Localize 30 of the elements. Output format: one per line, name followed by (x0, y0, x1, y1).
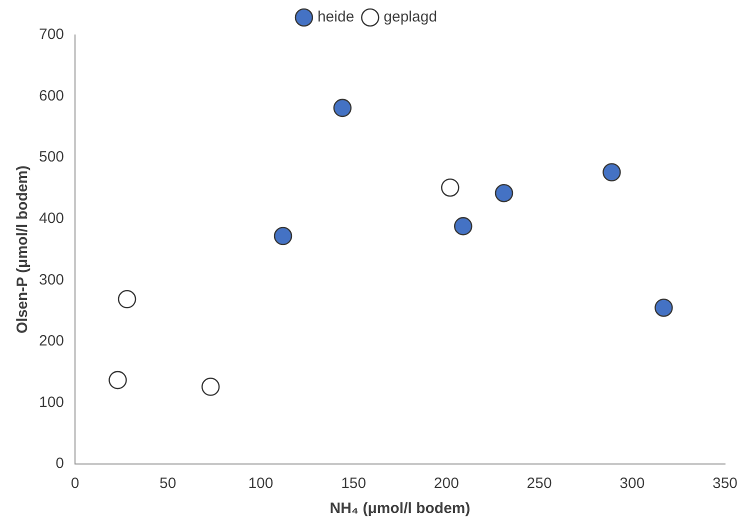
y-tick-label: 300 (38, 271, 64, 288)
point (654, 298, 673, 317)
point (108, 370, 127, 390)
point (494, 184, 514, 202)
y-tick-label: 200 (38, 332, 64, 350)
x-tick-label: 350 (712, 475, 738, 492)
x-tick-label: 150 (341, 475, 366, 492)
point (454, 217, 472, 236)
legend-label: geplagd (384, 8, 438, 26)
y-tick-label: 700 (38, 26, 64, 44)
y-axis-title: Olsen-P (μmol/l bodem) (14, 165, 32, 334)
point (201, 378, 220, 396)
y-tick-label: 500 (38, 148, 64, 166)
y-tick-label: 0 (56, 455, 64, 472)
y-tick-label: 100 (38, 394, 64, 411)
point (274, 226, 292, 246)
legend-label: heide (317, 8, 354, 26)
x-tick-label: 250 (526, 475, 552, 492)
y-tick-label: 600 (38, 87, 64, 104)
x-tick-label: 0 (70, 475, 80, 492)
x-tick-label: 100 (248, 475, 274, 492)
x-tick-label: 200 (434, 475, 459, 492)
x-tick-label: 300 (620, 475, 645, 492)
point (333, 98, 352, 118)
x-axis-title: NH₄ (μmol/l bodem) (330, 500, 470, 518)
x-tick-label: 50 (160, 475, 176, 492)
point (118, 290, 136, 308)
point (441, 178, 460, 197)
point (602, 163, 621, 182)
y-tick-label: 400 (38, 210, 64, 227)
